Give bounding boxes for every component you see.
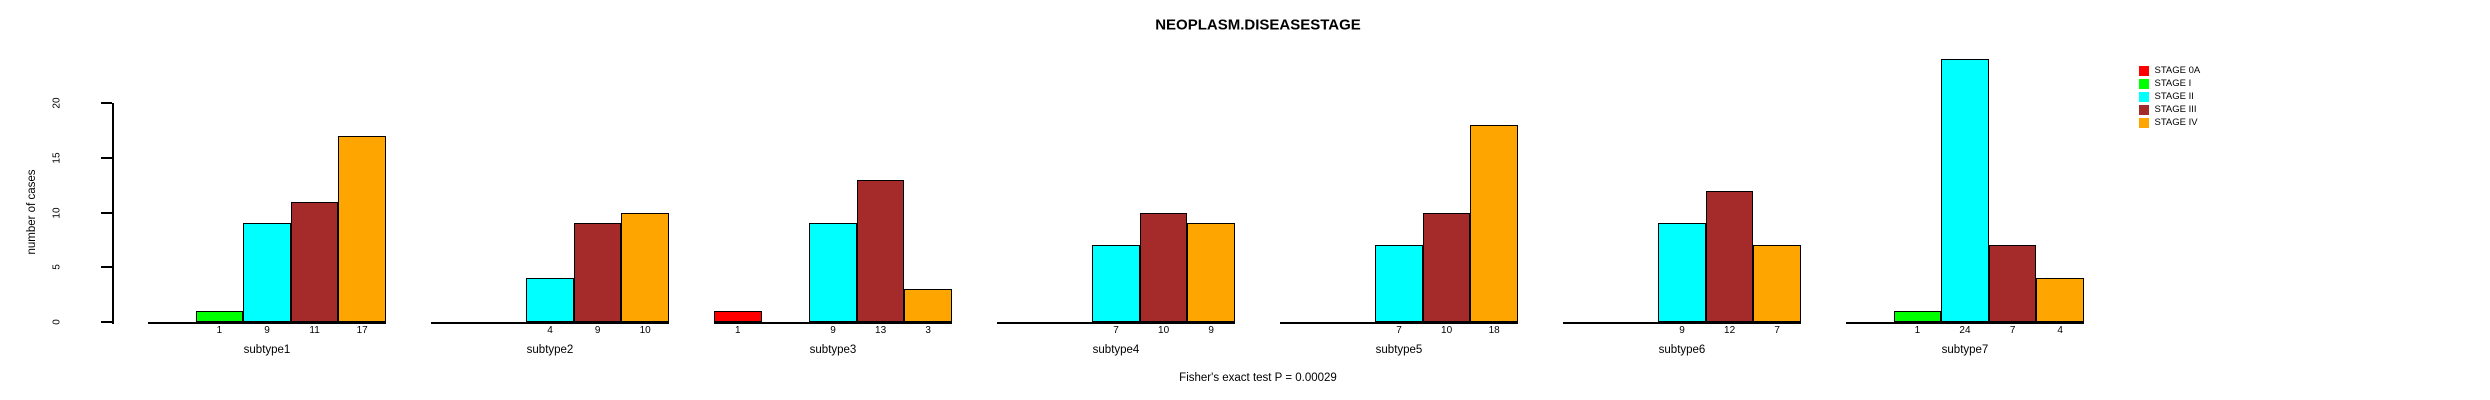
y-tick-label: 5: [51, 264, 63, 271]
legend-label-stage-i: STAGE I: [2154, 78, 2192, 89]
legend-swatch-stage-iv: [2139, 118, 2149, 128]
y-tick-mark: [101, 211, 112, 214]
bar-value-subtype1-stage-ii: 9: [264, 325, 270, 336]
bar-subtype2-stage-iv: [621, 212, 669, 322]
legend-label-stage-iv: STAGE IV: [2154, 117, 2198, 128]
legend-swatch-stage-iii: [2139, 105, 2149, 115]
bar-subtype1-stage-ii: [243, 223, 291, 322]
bar-value-subtype7-stage-iv: 4: [2057, 325, 2063, 336]
bar-value-subtype6-stage-ii: 9: [1679, 325, 1685, 336]
x-baseline-subtype5: [1280, 322, 1518, 324]
y-tick-label: 20: [51, 97, 63, 109]
bar-value-subtype4-stage-iv: 9: [1208, 325, 1214, 336]
chart-title: NEOPLASM.DISEASESTAGE: [1155, 16, 1361, 34]
bar-subtype7-stage-iii: [1988, 245, 2037, 322]
bar-subtype7-stage-i: [1893, 311, 1942, 322]
legend-item-stage-ii: STAGE II: [2139, 92, 2200, 102]
x-baseline-subtype4: [997, 322, 1235, 324]
legend-swatch-stage-0a: [2139, 66, 2149, 76]
bar-subtype5-stage-ii: [1375, 245, 1423, 322]
bar-subtype3-stage-0a: [714, 311, 762, 322]
bar-value-subtype3-stage-iv: 3: [925, 325, 931, 336]
bar-value-subtype6-stage-iii: 12: [1724, 325, 1736, 336]
bar-subtype4-stage-iv: [1187, 223, 1235, 322]
y-axis-label: number of cases: [26, 169, 38, 255]
bar-value-subtype4-stage-iii: 10: [1158, 325, 1170, 336]
y-tick-label: 10: [51, 206, 63, 219]
bar-value-subtype2-stage-ii: 4: [547, 325, 553, 336]
x-baseline-subtype1: [148, 322, 386, 324]
x-category-label-subtype6: subtype6: [1658, 344, 1706, 356]
bar-subtype1-stage-i: [195, 311, 244, 322]
bar-subtype6-stage-ii: [1658, 223, 1706, 322]
bar-value-subtype2-stage-iv: 10: [639, 325, 651, 336]
legend-item-stage-iv: STAGE IV: [2139, 118, 2200, 128]
x-baseline-subtype3: [714, 322, 952, 324]
legend-label-stage-ii: STAGE II: [2154, 91, 2194, 102]
bar-value-subtype2-stage-iii: 9: [594, 325, 601, 336]
x-category-label-subtype7: subtype7: [1941, 344, 1989, 356]
legend-item-stage-0a: STAGE 0A: [2139, 66, 2200, 76]
bar-subtype2-stage-ii: [526, 278, 574, 322]
bar-value-subtype4-stage-ii: 7: [1113, 325, 1119, 336]
bar-subtype1-stage-iii: [290, 201, 339, 322]
bar-subtype3-stage-iv: [904, 289, 952, 322]
bar-subtype7-stage-ii: [1941, 59, 1989, 322]
bar-subtype5-stage-iv: [1470, 124, 1518, 322]
x-category-label-subtype4: subtype4: [1092, 344, 1140, 356]
bar-value-subtype5-stage-ii: 7: [1396, 325, 1402, 336]
bar-value-subtype7-stage-i: 1: [1914, 325, 1921, 336]
legend-item-stage-iii: STAGE III: [2139, 105, 2200, 115]
bar-subtype2-stage-iii: [573, 223, 622, 322]
legend-swatch-stage-i: [2139, 79, 2149, 89]
y-tick-label: 0: [51, 319, 63, 325]
x-category-label-subtype5: subtype5: [1375, 344, 1423, 356]
x-baseline-subtype2: [431, 322, 669, 324]
x-baseline-subtype6: [1563, 322, 1801, 324]
bar-subtype3-stage-ii: [809, 223, 857, 322]
bar-subtype4-stage-iii: [1139, 212, 1188, 322]
bar-value-subtype3-stage-0a: 1: [735, 325, 741, 336]
y-tick-mark: [101, 321, 112, 323]
bar-value-subtype7-stage-iii: 7: [2009, 325, 2016, 336]
y-tick-mark: [101, 266, 112, 269]
bar-value-subtype1-stage-iii: 11: [309, 325, 320, 336]
bar-value-subtype5-stage-iv: 18: [1488, 325, 1500, 336]
bar-value-subtype1-stage-i: 1: [216, 325, 223, 336]
bar-value-subtype6-stage-iv: 7: [1774, 325, 1780, 336]
legend-label-stage-0a: STAGE 0A: [2154, 65, 2201, 76]
bar-subtype4-stage-ii: [1092, 245, 1140, 322]
bar-value-subtype1-stage-iv: 17: [356, 325, 368, 336]
legend-label-stage-iii: STAGE III: [2154, 104, 2197, 115]
bar-subtype7-stage-iv: [2036, 278, 2084, 322]
y-tick-mark: [101, 102, 112, 104]
x-baseline-subtype7: [1846, 322, 2084, 324]
bar-subtype3-stage-iii: [856, 179, 905, 322]
bar-value-subtype5-stage-iii: 10: [1441, 325, 1453, 336]
y-tick-label: 15: [51, 152, 63, 164]
x-category-label-subtype3: subtype3: [809, 344, 857, 356]
legend-swatch-stage-ii: [2139, 92, 2149, 102]
bar-subtype1-stage-iv: [338, 135, 386, 322]
x-category-label-subtype2: subtype2: [526, 344, 574, 356]
bar-value-subtype3-stage-iii: 13: [875, 325, 887, 336]
x-category-label-subtype1: subtype1: [243, 344, 291, 356]
bar-subtype6-stage-iii: [1705, 190, 1754, 322]
y-axis-line: [112, 103, 114, 324]
bar-subtype5-stage-iii: [1422, 212, 1471, 322]
bar-value-subtype3-stage-ii: 9: [830, 325, 836, 336]
caption-fisher-test: Fisher's exact test P = 0.00029: [1179, 372, 1337, 384]
legend: STAGE 0A STAGE I STAGE II STAGE III STAGE IV: [2139, 66, 2200, 128]
bar-value-subtype7-stage-ii: 24: [1959, 325, 1971, 336]
legend-item-stage-i: STAGE I: [2139, 79, 2200, 89]
y-tick-mark: [101, 156, 112, 159]
bar-subtype6-stage-iv: [1753, 245, 1801, 322]
